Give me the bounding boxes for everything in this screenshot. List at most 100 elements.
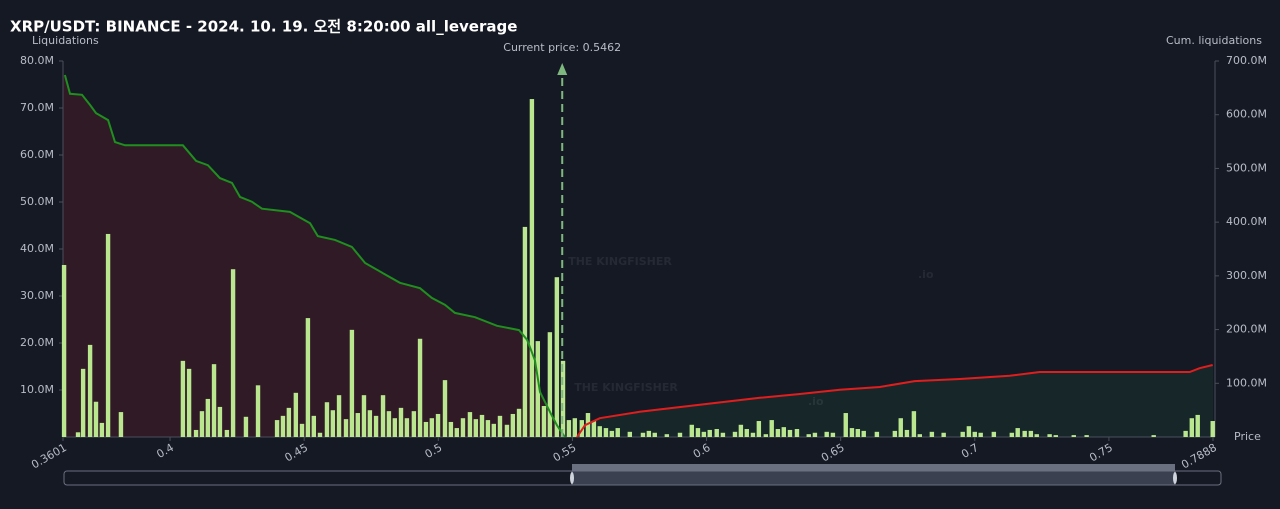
bar bbox=[843, 413, 848, 437]
bar bbox=[429, 418, 435, 437]
bar bbox=[460, 418, 466, 437]
bar bbox=[535, 341, 541, 437]
bar bbox=[855, 429, 861, 437]
bar bbox=[849, 428, 855, 437]
bar bbox=[105, 233, 111, 437]
y-tick-label: 30.0M bbox=[20, 289, 54, 302]
bar bbox=[609, 430, 615, 437]
bar bbox=[640, 432, 646, 437]
bar bbox=[224, 429, 230, 437]
bar bbox=[585, 413, 591, 437]
bar bbox=[1151, 435, 1156, 437]
bar bbox=[255, 385, 261, 437]
bar bbox=[398, 407, 404, 437]
bar bbox=[367, 410, 373, 437]
bar bbox=[541, 405, 547, 437]
bar bbox=[904, 429, 910, 437]
bar bbox=[664, 434, 670, 437]
y2-tick-label: 300.0M bbox=[1226, 269, 1267, 282]
bar bbox=[695, 428, 701, 437]
bar bbox=[806, 434, 811, 437]
bar bbox=[392, 418, 398, 437]
y-tick-label: 10.0M bbox=[20, 383, 54, 396]
bar bbox=[355, 413, 361, 437]
y-tick-label: 60.0M bbox=[20, 148, 54, 161]
bar bbox=[677, 432, 683, 437]
bar bbox=[411, 411, 417, 437]
bar bbox=[547, 332, 553, 437]
bar bbox=[603, 428, 609, 437]
bar bbox=[560, 360, 566, 437]
bar bbox=[293, 392, 299, 437]
bar bbox=[787, 429, 793, 437]
bar bbox=[423, 421, 429, 437]
bar bbox=[1183, 430, 1188, 437]
y-tick-label: 50.0M bbox=[20, 195, 54, 208]
bar bbox=[572, 418, 578, 437]
bar bbox=[763, 434, 769, 437]
bar bbox=[972, 431, 977, 437]
bar bbox=[373, 415, 379, 437]
scrollbar[interactable] bbox=[63, 464, 1222, 486]
y2-tick-label: 500.0M bbox=[1226, 161, 1267, 174]
bar bbox=[756, 421, 762, 437]
areas bbox=[63, 75, 1213, 437]
bar bbox=[978, 432, 983, 437]
y-tick-label: 80.0M bbox=[20, 54, 54, 67]
bar bbox=[966, 426, 972, 437]
bar bbox=[380, 395, 386, 437]
y2-tick-label: 700.0M bbox=[1226, 54, 1267, 67]
bar bbox=[627, 431, 633, 437]
watermark-suffix: .io bbox=[808, 395, 824, 408]
bar bbox=[1022, 430, 1027, 437]
y2-tick-label: 600.0M bbox=[1226, 108, 1267, 121]
bar bbox=[566, 420, 572, 437]
bar bbox=[781, 427, 786, 437]
bar bbox=[343, 419, 349, 437]
bar bbox=[738, 424, 744, 437]
y-tick-label: 70.0M bbox=[20, 101, 54, 114]
cum-line bbox=[576, 364, 1213, 438]
cum-line bbox=[63, 74, 566, 438]
bar bbox=[874, 431, 880, 437]
bar bbox=[769, 420, 774, 437]
bar bbox=[80, 368, 86, 437]
bar bbox=[707, 429, 712, 437]
chart-title: XRP/USDT: BINANCE - 2024. 10. 19. 오전 8:2… bbox=[10, 18, 517, 36]
bar bbox=[404, 418, 410, 437]
bar bbox=[689, 424, 694, 437]
bar bbox=[1189, 418, 1195, 437]
bar bbox=[775, 429, 781, 437]
y2-tick-label: 200.0M bbox=[1226, 323, 1267, 336]
scrollbar-handle[interactable] bbox=[572, 464, 1175, 471]
bar bbox=[646, 430, 652, 437]
scrollbar-grip[interactable] bbox=[570, 472, 574, 484]
bar bbox=[1210, 421, 1215, 437]
bar bbox=[812, 432, 818, 437]
y2-tick-label: 400.0M bbox=[1226, 215, 1267, 228]
bar bbox=[1195, 414, 1200, 437]
y-tick-label: 20.0M bbox=[20, 336, 54, 349]
bar bbox=[701, 431, 707, 437]
bar bbox=[516, 408, 522, 437]
bar bbox=[467, 412, 473, 437]
bar bbox=[349, 329, 355, 437]
watermark: THE KINGFISHER bbox=[574, 381, 678, 394]
bar bbox=[311, 415, 317, 437]
bar bbox=[591, 421, 597, 437]
bar bbox=[180, 360, 186, 437]
current-price-arrow bbox=[557, 63, 568, 75]
bar bbox=[510, 413, 516, 437]
bar bbox=[435, 413, 441, 437]
bar bbox=[960, 431, 965, 437]
bar bbox=[243, 416, 249, 437]
scrollbar-grip[interactable] bbox=[1173, 472, 1177, 484]
bar bbox=[1034, 434, 1039, 437]
bar bbox=[750, 432, 756, 437]
bar bbox=[386, 411, 392, 437]
bar bbox=[929, 431, 935, 437]
bar bbox=[324, 402, 330, 437]
scrollbar-thumb[interactable] bbox=[571, 470, 1176, 486]
bar bbox=[830, 432, 836, 437]
